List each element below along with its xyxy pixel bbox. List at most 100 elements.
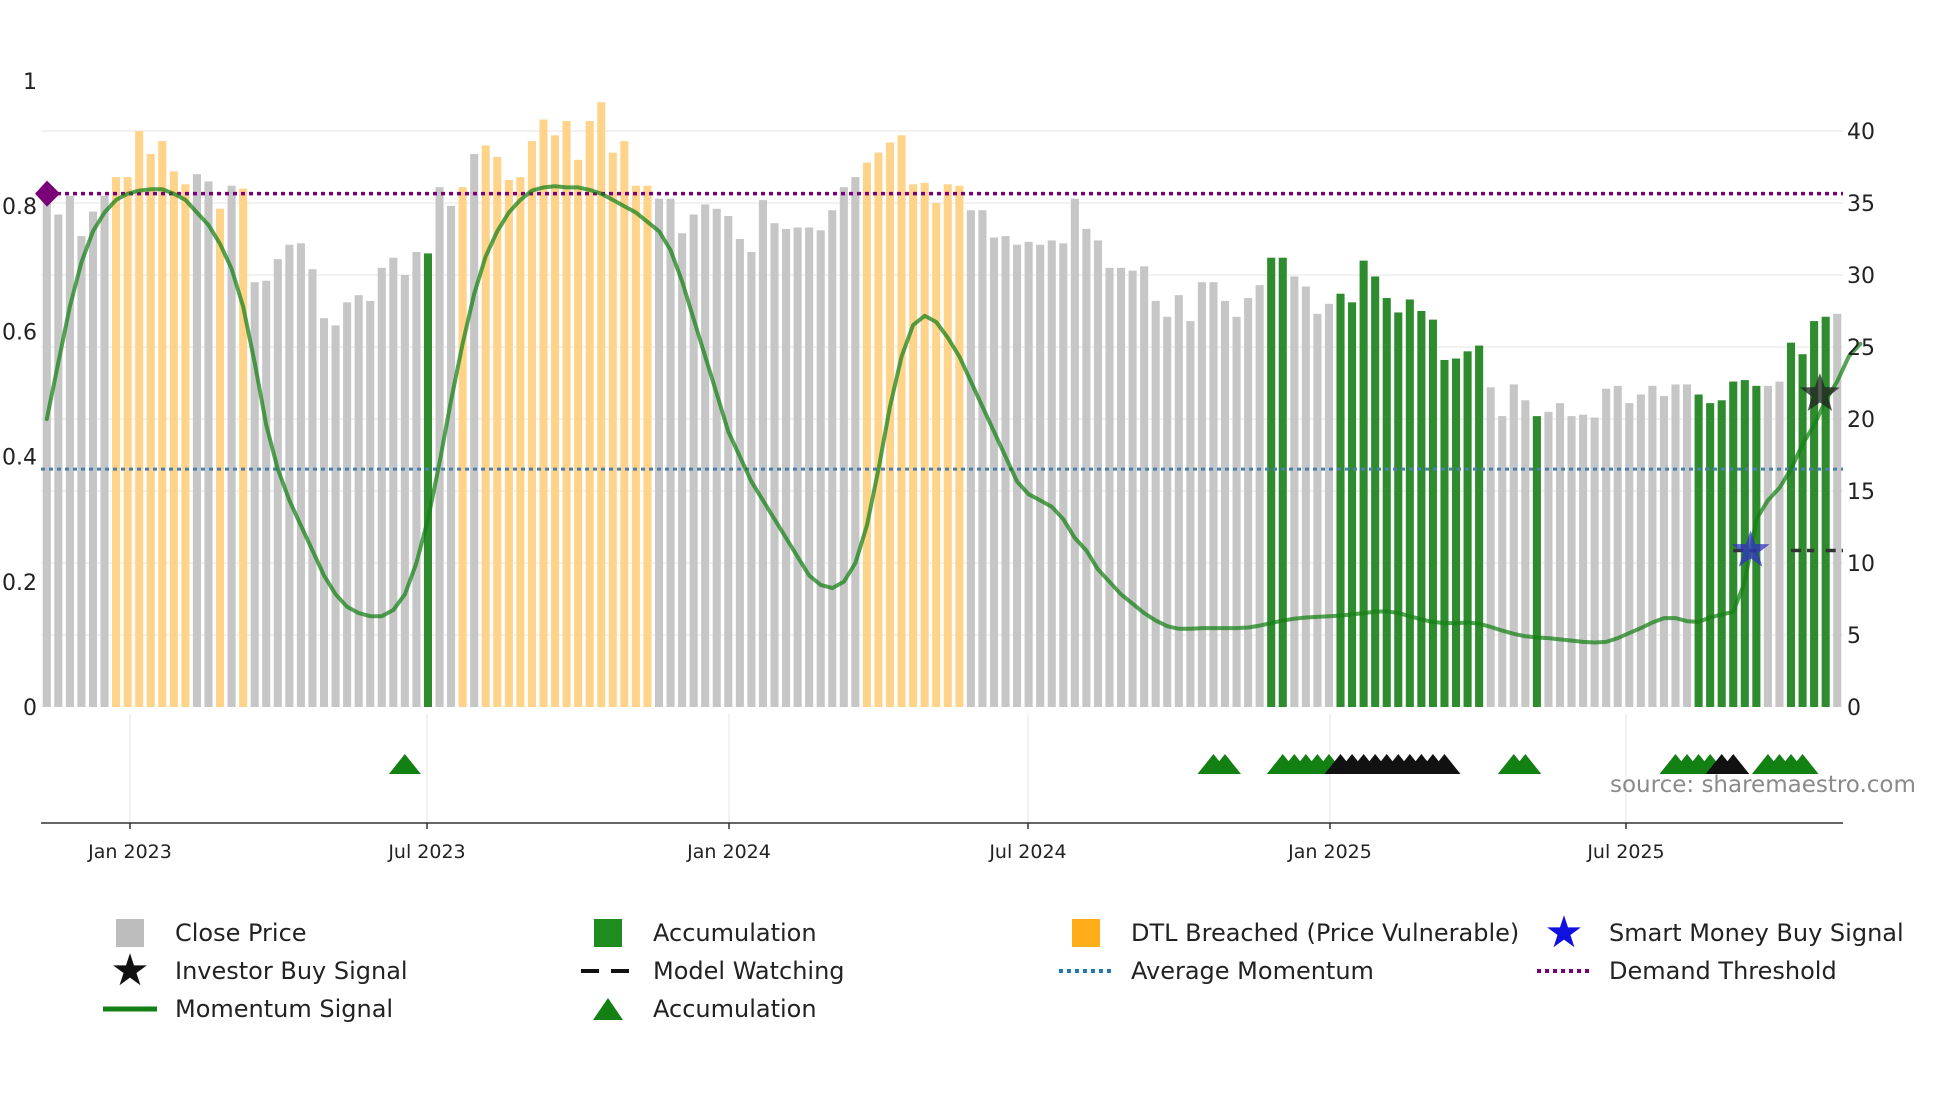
- close-price-bar: [319, 318, 329, 707]
- dtl-breached-bar: [597, 102, 606, 707]
- accumulation-bar: [1405, 299, 1414, 707]
- smart-money-buy-star: [1731, 530, 1770, 567]
- close-price-bar: [966, 210, 975, 707]
- dtl-breached-bar: [608, 152, 617, 708]
- dtl-breached-bar: [539, 119, 548, 708]
- accumulation-bar: [1740, 380, 1749, 707]
- close-price-bar: [701, 204, 710, 707]
- close-price-bar: [758, 200, 767, 707]
- close-price-bar: [262, 280, 271, 707]
- close-price-bar: [666, 198, 675, 707]
- close-price-bar: [851, 177, 860, 707]
- close-price-bar: [1174, 295, 1183, 707]
- close-price-bar: [1059, 243, 1068, 707]
- dtl-breached-bar: [885, 142, 895, 707]
- close-price-bar: [712, 208, 721, 707]
- dtl-breached-bar: [943, 184, 952, 707]
- close-price-bar: [273, 259, 282, 707]
- close-price-bar: [1070, 198, 1079, 707]
- gray-square-icon: [116, 919, 144, 947]
- x-tick-label: Jan 2023: [87, 841, 172, 863]
- accumulation-bar: [1348, 302, 1357, 707]
- legend-item-close-price: Close Price: [95, 915, 307, 951]
- legend-item-smart-money: ★ Smart Money Buy Signal: [1529, 911, 1903, 955]
- accumulation-bar: [1463, 351, 1472, 707]
- left-axis-tick-label: 0.6: [2, 320, 37, 345]
- close-price-bar: [989, 237, 999, 707]
- accumulation-bar: [1786, 342, 1796, 707]
- close-price-bar: [400, 275, 409, 707]
- purple-dotted-line-icon: [1537, 969, 1591, 973]
- price-bars: [42, 102, 1842, 708]
- legend-label: Accumulation: [653, 919, 817, 947]
- close-price-bar: [1047, 240, 1056, 707]
- close-price-bar: [1521, 400, 1530, 707]
- dtl-breached-bar: [932, 203, 941, 707]
- dtl-breached-bar: [112, 177, 121, 707]
- close-price-bar: [978, 210, 987, 707]
- dtl-breached-bar: [504, 179, 513, 707]
- accumulation-triangle: [1786, 754, 1819, 774]
- right-axis-tick-label: 40: [1847, 120, 1875, 145]
- close-price-bar: [470, 154, 479, 708]
- close-price-bar: [1013, 244, 1022, 707]
- close-price-bar: [805, 227, 814, 708]
- accumulation-bar: [423, 253, 433, 707]
- right-axis-tick-label: 10: [1847, 552, 1875, 577]
- black-star-icon: ★: [110, 945, 150, 996]
- dtl-breached-bar: [631, 185, 640, 708]
- close-price-bar: [331, 325, 340, 707]
- dtl-breached-bar: [562, 120, 571, 708]
- left-axis-tick-label: 0.8: [2, 195, 37, 220]
- close-price-bar: [735, 239, 744, 707]
- close-price-bar: [1833, 313, 1842, 707]
- accumulation-triangle: [1209, 754, 1242, 774]
- legend-item-accumulation-marker: Accumulation: [573, 991, 817, 1027]
- blue-dotted-line-icon: [1059, 969, 1113, 973]
- close-price-bar: [1186, 321, 1195, 707]
- right-axis-tick-label: 15: [1847, 480, 1875, 505]
- dtl-breached-bar: [169, 171, 178, 707]
- close-price-bar: [1128, 270, 1137, 707]
- momentum-line: [44, 184, 1863, 645]
- close-price-bar: [1509, 384, 1518, 707]
- close-price-bar: [296, 243, 305, 707]
- dtl-breached-bar: [874, 152, 883, 708]
- close-price-bar: [285, 244, 294, 707]
- momentum-series: [44, 184, 1863, 645]
- left-axis-tick-label: 1: [23, 70, 37, 95]
- close-price-bar: [192, 174, 201, 707]
- right-axis-tick-label: 0: [1847, 696, 1861, 721]
- accumulation-bar: [1532, 416, 1541, 707]
- close-price-bar: [447, 205, 456, 707]
- legend: Close Price Accumulation DTL Breached (P…: [0, 911, 1960, 1065]
- close-price-bar: [1648, 385, 1657, 707]
- signal-triangle-black: [1428, 754, 1461, 774]
- accumulation-triangle: [1509, 754, 1542, 774]
- close-price-bar: [1613, 385, 1622, 707]
- legend-item-accumulation-bar: Accumulation: [573, 915, 817, 951]
- accumulation-bar: [1394, 312, 1403, 707]
- dtl-breached-bar: [135, 131, 144, 707]
- legend-label: Close Price: [175, 919, 307, 947]
- right-axis-tick-label: 25: [1847, 336, 1875, 361]
- dtl-breached-bar: [458, 187, 467, 707]
- close-price-bar: [343, 302, 352, 707]
- dtl-breached-bar: [239, 188, 248, 708]
- accumulation-bar: [1475, 345, 1484, 707]
- x-tick-label: Jul 2025: [1586, 841, 1664, 863]
- close-price-bar: [1036, 244, 1045, 707]
- dtl-breached-bar: [493, 156, 502, 708]
- dtl-breached-bar: [146, 154, 155, 708]
- accumulation-bar: [1694, 394, 1703, 707]
- close-price-bar: [1498, 416, 1507, 707]
- close-price-bar: [1625, 403, 1634, 707]
- legend-label: DTL Breached (Price Vulnerable): [1131, 919, 1520, 947]
- dtl-breached-bar: [481, 145, 490, 707]
- close-price-bar: [1209, 282, 1218, 707]
- signal-markers: [388, 373, 1840, 774]
- close-price-bar: [1024, 241, 1033, 707]
- close-price-bar: [1290, 276, 1299, 707]
- green-square-icon: [594, 919, 622, 947]
- black-dash-icon: [581, 969, 635, 973]
